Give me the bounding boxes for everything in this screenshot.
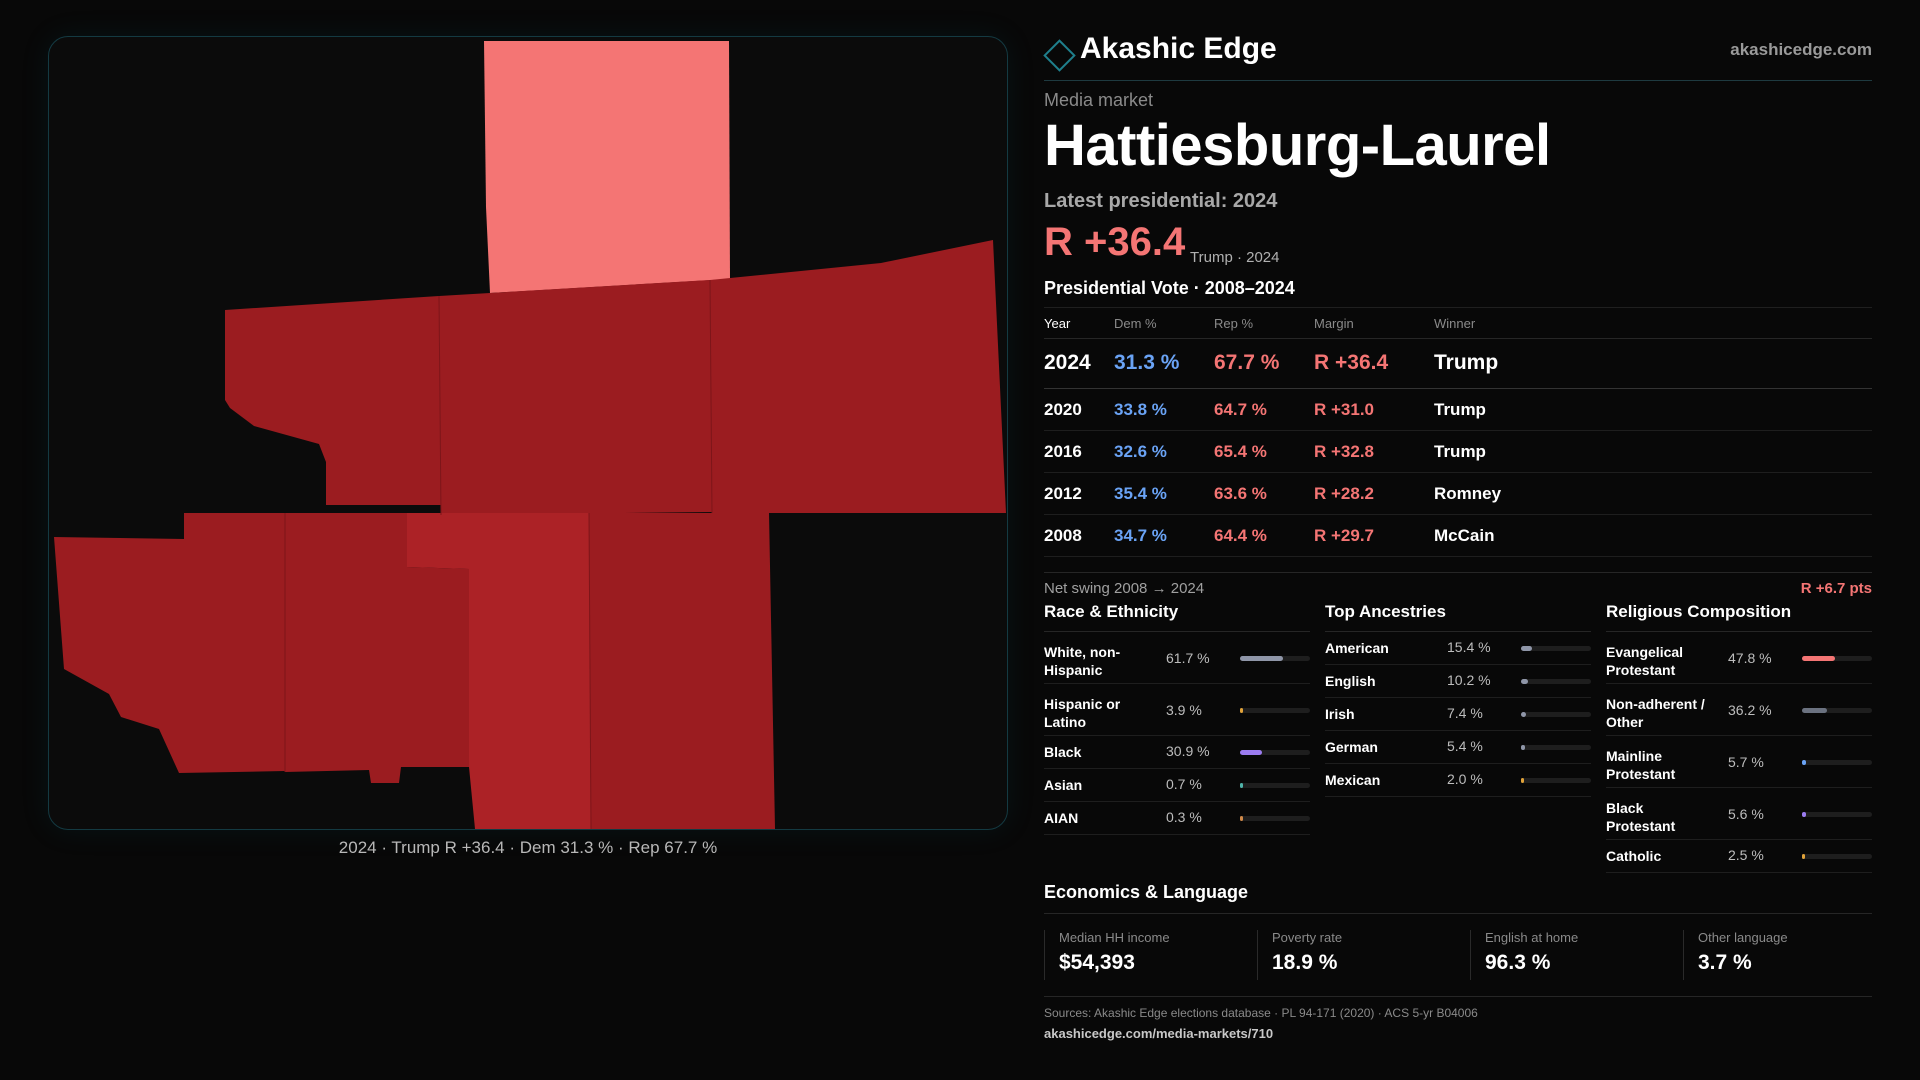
vote-table: Year Dem % Rep % Margin Winner 2024 31.3…	[1044, 307, 1872, 557]
ancestries-heading: Top Ancestries	[1325, 600, 1591, 632]
econ-poverty-rate: Poverty rate 18.9 %	[1257, 930, 1453, 980]
list-item: Non-adherent / Other 36.2 %	[1606, 684, 1872, 736]
race-heading: Race & Ethnicity	[1044, 600, 1310, 632]
brand-url[interactable]: akashicedge.com	[1730, 40, 1872, 59]
map-caption: 2024 · Trump R +36.4 · Dem 31.3 % · Rep …	[338, 838, 718, 857]
sources-note: Sources: Akashic Edge elections database…	[1044, 1006, 1478, 1020]
col-winner: Winner	[1434, 316, 1476, 331]
brand-name[interactable]: Akashic Edge	[1080, 32, 1277, 65]
vote-table-heading: Presidential Vote · 2008–2024	[1044, 278, 1295, 298]
bar-fill	[1802, 656, 1835, 661]
bar-fill	[1521, 745, 1525, 750]
col-margin: Margin	[1314, 316, 1354, 331]
religion-section: Religious Composition Evangelical Protes…	[1606, 600, 1872, 873]
col-rep: Rep %	[1214, 316, 1254, 331]
county-far-southwest[interactable]	[54, 513, 285, 773]
bar-fill	[1240, 816, 1243, 821]
list-item: Asian 0.7 %	[1044, 769, 1310, 802]
list-item: White, non-Hispanic 61.7 %	[1044, 632, 1310, 684]
county-map	[54, 41, 1006, 829]
table-row: 2024 31.3 % 67.7 % R +36.4 Trump	[1044, 339, 1872, 389]
bar-track	[1521, 712, 1591, 717]
list-item: Evangelical Protestant 47.8 %	[1606, 632, 1872, 684]
source-link[interactable]: akashicedge.com/media-markets/710	[1044, 1026, 1274, 1041]
bar-track	[1240, 656, 1310, 661]
page-kicker: Media market	[1044, 90, 1154, 110]
bar-fill	[1521, 679, 1528, 684]
col-dem: Dem %	[1114, 316, 1157, 331]
bar-fill	[1802, 760, 1806, 765]
bar-fill	[1802, 708, 1827, 713]
religion-heading: Religious Composition	[1606, 600, 1872, 632]
list-item: American 15.4 %	[1325, 632, 1591, 665]
bar-track	[1240, 708, 1310, 713]
economics-box: Median HH income $54,393 Poverty rate 18…	[1044, 913, 1872, 997]
latest-label: Latest presidential: 2024	[1044, 190, 1278, 212]
bar-fill	[1240, 708, 1243, 713]
table-row: 2008 34.7 % 64.4 % R +29.7 McCain	[1044, 515, 1872, 557]
bar-fill	[1521, 712, 1526, 717]
diamond-logo-icon	[1043, 39, 1076, 72]
econ-english-at-home: English at home 96.3 %	[1470, 930, 1666, 980]
econ-other-language: Other language 3.7 %	[1683, 930, 1879, 980]
brand-bar: Akashic Edge akashicedge.com	[1043, 32, 1872, 81]
list-item: Mainline Protestant 5.7 %	[1606, 736, 1872, 788]
bar-track	[1802, 656, 1872, 661]
list-item: Black Protestant 5.6 %	[1606, 788, 1872, 840]
bar-track	[1802, 854, 1872, 859]
bar-fill	[1521, 646, 1532, 651]
county-east[interactable]	[710, 240, 1006, 513]
net-swing-row: Net swing 2008 → 2024 R +6.7 pts	[1044, 572, 1872, 599]
bar-track	[1240, 816, 1310, 821]
list-item: Black 30.9 %	[1044, 736, 1310, 769]
county-central[interactable]	[439, 280, 712, 515]
list-item: Irish 7.4 %	[1325, 698, 1591, 731]
bar-track	[1521, 646, 1591, 651]
race-ethnicity-section: Race & Ethnicity White, non-Hispanic 61.…	[1044, 600, 1310, 835]
bar-track	[1802, 760, 1872, 765]
bar-track	[1802, 708, 1872, 713]
bar-fill	[1521, 778, 1524, 783]
county-south-east[interactable]	[589, 513, 775, 829]
list-item: German 5.4 %	[1325, 731, 1591, 764]
county-south-central[interactable]	[407, 513, 591, 829]
bar-fill	[1240, 656, 1283, 661]
net-swing-label: Net swing 2008 → 2024	[1044, 580, 1205, 597]
list-item: Hispanic or Latino 3.9 %	[1044, 684, 1310, 736]
list-item: AIAN 0.3 %	[1044, 802, 1310, 835]
county-north[interactable]	[484, 41, 730, 293]
page-title: Hattiesburg-Laurel	[1044, 113, 1551, 178]
bar-track	[1521, 778, 1591, 783]
bar-fill	[1240, 750, 1262, 755]
bar-track	[1521, 745, 1591, 750]
table-row: 2020 33.8 % 64.7 % R +31.0 Trump	[1044, 389, 1872, 431]
county-borders	[284, 279, 713, 829]
vote-table-header: Year Dem % Rep % Margin Winner	[1044, 308, 1872, 339]
bar-fill	[1240, 783, 1243, 788]
economics-heading: Economics & Language	[1044, 882, 1249, 902]
bar-fill	[1802, 854, 1805, 859]
col-year: Year	[1044, 316, 1071, 331]
bar-fill	[1802, 812, 1806, 817]
list-item: Catholic 2.5 %	[1606, 840, 1872, 873]
list-item: English 10.2 %	[1325, 665, 1591, 698]
table-row: 2012 35.4 % 63.6 % R +28.2 Romney	[1044, 473, 1872, 515]
bar-track	[1521, 679, 1591, 684]
county-southwest[interactable]	[285, 513, 469, 783]
map-panel	[48, 36, 1008, 830]
bar-track	[1240, 750, 1310, 755]
net-swing-value: R +6.7 pts	[1800, 580, 1872, 597]
table-row: 2016 32.6 % 65.4 % R +32.8 Trump	[1044, 431, 1872, 473]
bar-track	[1240, 783, 1310, 788]
list-item: Mexican 2.0 %	[1325, 764, 1591, 797]
econ-median-income: Median HH income $54,393	[1044, 930, 1240, 980]
headline-margin: R +36.4	[1044, 220, 1186, 264]
headline-sub: Trump · 2024	[1190, 249, 1280, 266]
county-west-central[interactable]	[225, 296, 441, 505]
ancestries-section: Top Ancestries American 15.4 % English 1…	[1325, 600, 1591, 797]
bar-track	[1802, 812, 1872, 817]
